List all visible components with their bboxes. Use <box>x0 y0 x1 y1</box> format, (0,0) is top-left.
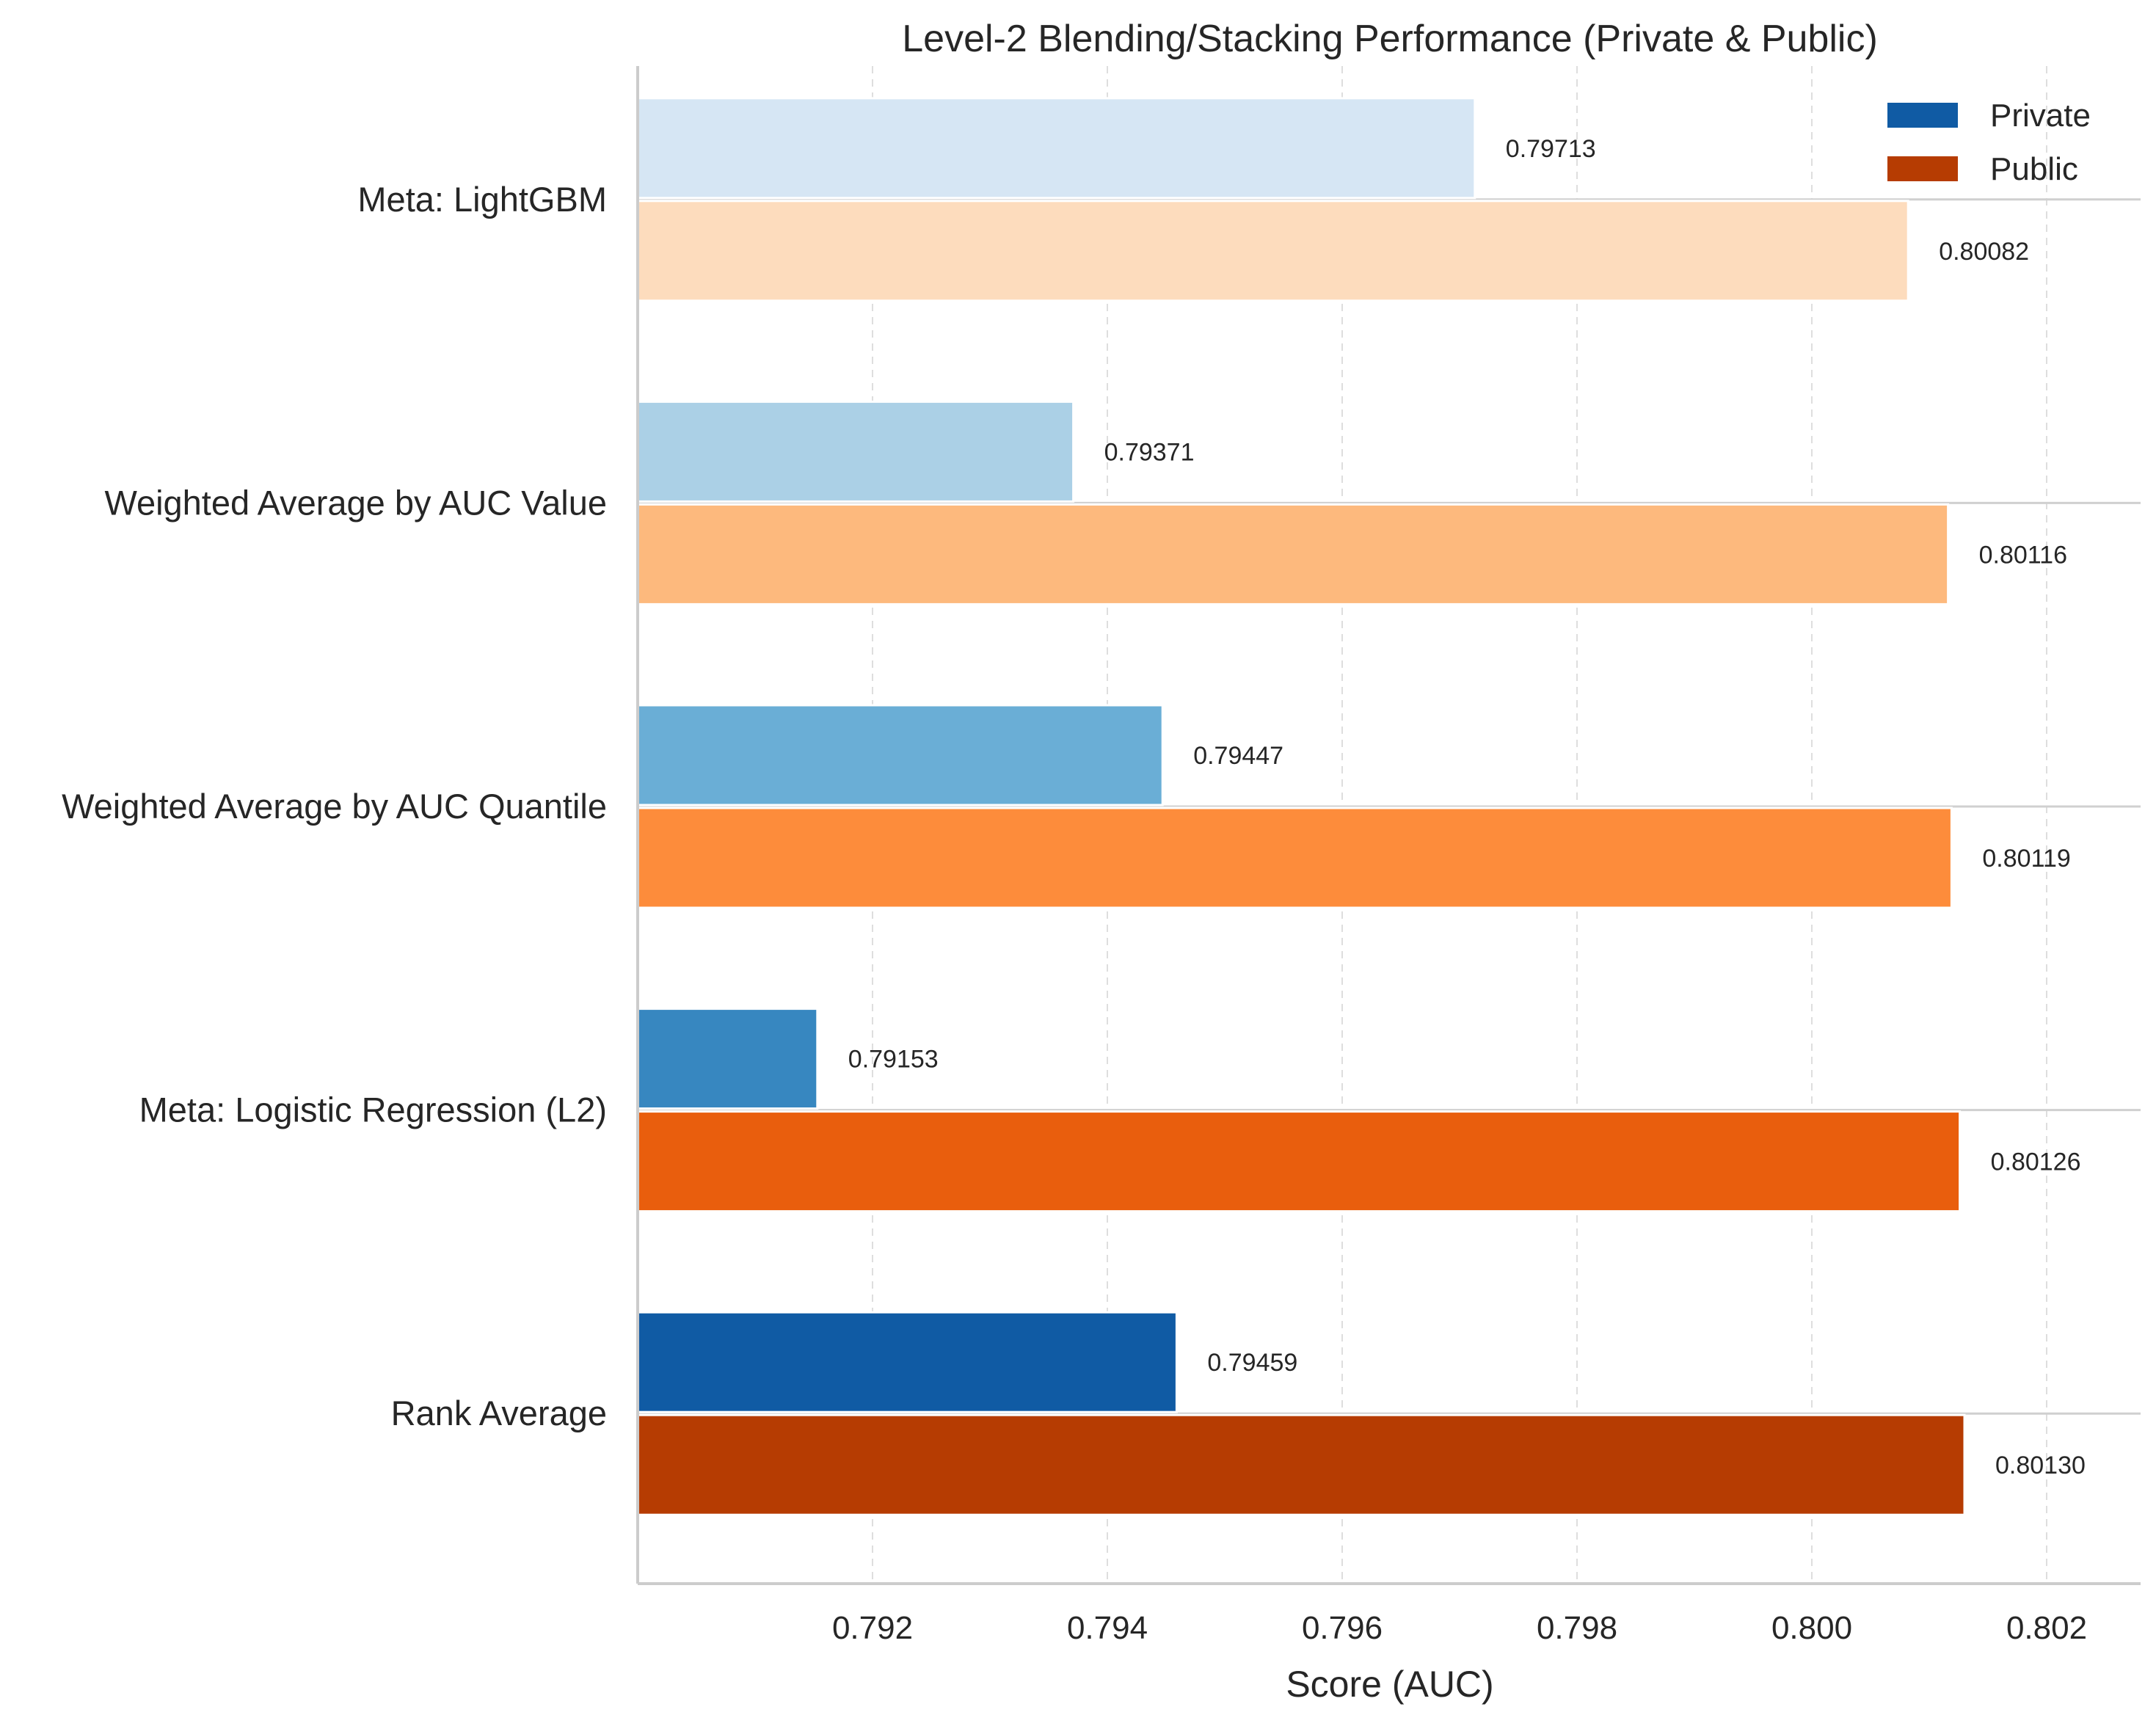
bar-value-label: 0.79459 <box>1207 1349 1297 1377</box>
x-tick-label: 0.802 <box>2006 1610 2087 1646</box>
bars <box>636 97 1966 1516</box>
x-tick-label: 0.794 <box>1067 1610 1148 1646</box>
bar-value-label: 0.80130 <box>1995 1452 2086 1479</box>
chart-title: Level-2 Blending/Stacking Performance (P… <box>902 18 1878 60</box>
bar-private <box>636 704 1164 806</box>
legend-swatch-private <box>1887 103 1958 128</box>
bar-value-label: 0.80116 <box>1979 541 2067 569</box>
bar-private <box>636 1008 819 1110</box>
bar-private <box>636 97 1476 200</box>
legend-swatch-public <box>1887 156 1958 181</box>
y-category-label: Meta: LightGBM <box>357 180 607 219</box>
x-tick-label: 0.796 <box>1302 1610 1383 1646</box>
axes: 0.792 0.794 0.796 0.798 0.800 0.802 Meta: Ligh… <box>62 66 2141 1646</box>
x-tick-label: 0.798 <box>1537 1610 1617 1646</box>
bar-value-label: 0.80082 <box>1939 238 2029 266</box>
y-category-label: Meta: Logistic Regression (L2) <box>139 1090 607 1129</box>
y-category-label: Weighted Average by AUC Quantile <box>62 787 607 826</box>
bar-value-label: 0.79447 <box>1193 742 1283 770</box>
x-axis-title: Score (AUC) <box>1286 1664 1493 1705</box>
bar-public <box>636 1413 1966 1516</box>
bar-value-label: 0.79371 <box>1104 438 1195 466</box>
bar-value-label: 0.79713 <box>1506 135 1596 163</box>
x-tick-label: 0.800 <box>1771 1610 1852 1646</box>
x-tick-label: 0.792 <box>832 1610 913 1646</box>
bar-value-label: 0.80119 <box>1982 845 2070 873</box>
legend: Private Public <box>1887 98 2091 187</box>
y-category-label: Rank Average <box>391 1394 607 1432</box>
legend-label-public: Public <box>1990 151 2078 187</box>
bar-value-label: 0.80126 <box>1991 1148 2081 1176</box>
bar-public <box>636 806 1953 909</box>
bar-public <box>636 503 1950 605</box>
bar-value-label: 0.79153 <box>848 1046 939 1074</box>
legend-label-private: Private <box>1990 98 2091 134</box>
bar-private <box>636 1311 1178 1413</box>
bar-public <box>636 200 1909 302</box>
bar-public <box>636 1110 1962 1213</box>
bar-private <box>636 400 1075 503</box>
y-category-label: Weighted Average by AUC Value <box>104 483 607 522</box>
value-labels: 0.79713 0.80082 0.79371 0.80116 0.79447 0.801… <box>848 135 2086 1479</box>
